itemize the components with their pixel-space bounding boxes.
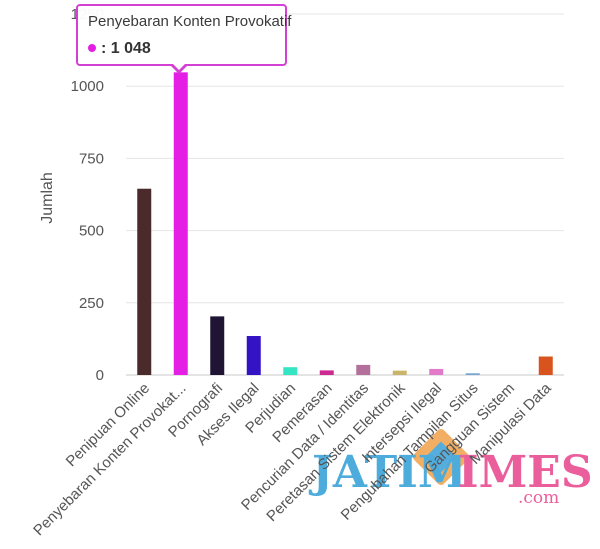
- tooltip-row: : 1 048: [88, 40, 151, 58]
- tooltip-value: : 1 048: [101, 40, 151, 57]
- gridlines: [126, 13, 564, 376]
- bar[interactable]: [173, 72, 188, 376]
- bar[interactable]: [538, 356, 553, 375]
- x-category-label: Penyebaran Konten Provokat...: [30, 380, 189, 539]
- tooltip-title: Penyebaran Konten Provokatif: [88, 13, 292, 30]
- watermark-text-right: IMES: [458, 447, 593, 498]
- watermark-suffix: .com: [518, 488, 559, 508]
- bar[interactable]: [392, 370, 407, 375]
- tooltip-series-dot-icon: [88, 43, 96, 52]
- bar[interactable]: [137, 188, 152, 375]
- y-tick-label: 1000: [71, 78, 104, 95]
- y-tick-label: 500: [79, 223, 104, 240]
- bar[interactable]: [429, 368, 444, 375]
- watermark-logo-inner-icon: [425, 441, 457, 473]
- bars: [137, 72, 553, 376]
- bar[interactable]: [319, 370, 334, 375]
- tooltip: Penyebaran Konten Provokatif : 1 048: [76, 4, 291, 66]
- bar[interactable]: [210, 316, 225, 375]
- tooltip-pointer-inner: [172, 63, 186, 70]
- y-tick-label: 750: [79, 150, 104, 167]
- bar[interactable]: [246, 336, 261, 375]
- bar[interactable]: [283, 367, 298, 375]
- watermark-text-left: JATIM: [308, 447, 467, 498]
- bar[interactable]: [356, 364, 371, 375]
- bar[interactable]: [465, 373, 480, 375]
- watermark: JATIM IMES .com: [308, 428, 593, 508]
- y-tick-label: 0: [96, 367, 104, 384]
- y-tick-label: 250: [79, 295, 104, 312]
- y-axis-title: Jumlah: [39, 172, 56, 224]
